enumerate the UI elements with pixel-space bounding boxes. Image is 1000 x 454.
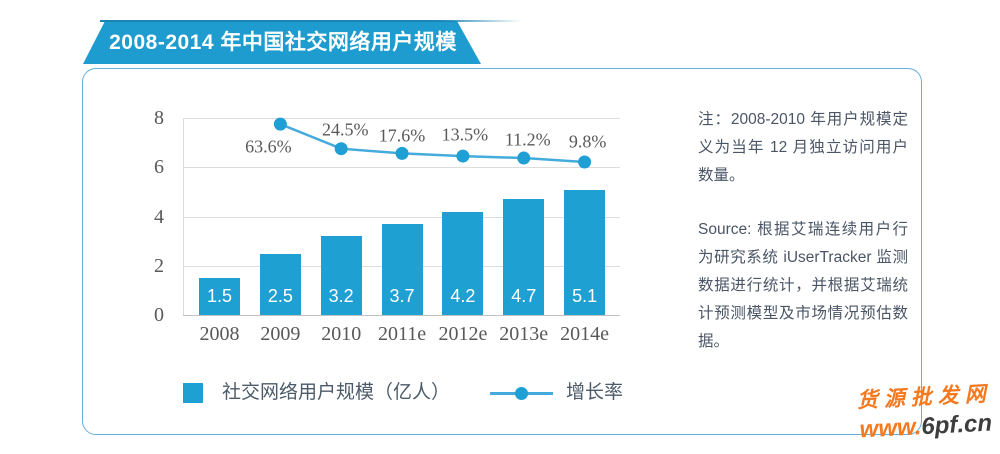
watermark-url: www.6pf.cn [850, 409, 1000, 445]
x-axis-line [183, 315, 620, 316]
legend-bar-label: 社交网络用户规模（亿人） [222, 382, 451, 403]
bar-value-label: 4.2 [450, 286, 476, 306]
bar [381, 223, 423, 315]
growth-line [279, 122, 585, 164]
growth-rate-label: 11.2% [504, 129, 551, 150]
watermark-url-domain: 6pf.cn [920, 409, 993, 441]
y-tick-label: 0 [154, 304, 164, 326]
gridline [183, 118, 620, 120]
bar [503, 199, 545, 315]
x-tick-label: 2013e [499, 323, 549, 345]
bar-value-label: 4.7 [511, 286, 537, 306]
bar [442, 211, 484, 315]
growth-rate-label: 17.6% [378, 125, 426, 146]
bar [564, 189, 606, 315]
x-tick-label: 2010 [321, 323, 362, 345]
bar-value-label: 1.5 [206, 286, 233, 306]
growth-rate-label: 24.5% [321, 119, 369, 140]
note-block: 注：2008-2010 年用户规模定义为当年 12 月独立访问用户数量。 Sou… [698, 106, 908, 356]
growth-line-chart [273, 117, 592, 169]
watermark: 货源批发网 www.6pf.cn [849, 377, 1000, 445]
growth-marker [395, 146, 409, 160]
x-tick-label: 2014e [560, 323, 610, 345]
legend-line-marker-icon [515, 387, 528, 400]
growth-rate-label: 63.6% [245, 136, 292, 157]
growth-marker [273, 117, 287, 131]
gridline [183, 167, 620, 169]
y-tick-label: 8 [154, 107, 164, 130]
x-tick-label: 2012e [438, 323, 488, 345]
note-text: 注：2008-2010 年用户规模定义为当年 12 月独立访问用户数量。 [698, 111, 908, 184]
growth-marker [334, 142, 348, 156]
bar-value-label: 3.2 [328, 286, 354, 306]
y-tick-label: 6 [154, 156, 164, 179]
growth-marker [578, 155, 592, 169]
title-banner: 2008-2014 年中国社交网络用户规模 [83, 21, 481, 64]
growth-rate-label: 9.8% [568, 131, 607, 152]
x-tick-label: 2011e [377, 323, 427, 345]
growth-marker [517, 151, 531, 165]
bar [259, 253, 301, 315]
bar-value-label: 2.5 [267, 286, 293, 306]
bar-value-label: 5.1 [572, 286, 598, 306]
y-axis-line [183, 118, 184, 315]
y-tick-label: 2 [154, 254, 164, 277]
legend-bar-swatch [183, 383, 203, 403]
banner-accent-line [100, 20, 522, 22]
bar-value-label: 3.7 [389, 286, 415, 306]
legend-line-label: 增长率 [566, 382, 624, 403]
growth-rate-label: 13.5% [441, 124, 489, 145]
bar [320, 236, 362, 315]
x-tick-label: 2008 [199, 323, 240, 345]
growth-marker [456, 149, 470, 163]
bar [199, 278, 240, 315]
source-text: Source: 根据艾瑞连续用户行为研究系统 iUserTracker 监测数据… [698, 221, 908, 350]
chart-card [82, 68, 922, 435]
y-tick-label: 4 [154, 205, 164, 228]
watermark-url-prefix: www. [858, 413, 923, 444]
x-tick-label: 2009 [260, 323, 301, 345]
gridline [183, 216, 620, 218]
page-title: 2008-2014 年中国社交网络用户规模 [109, 31, 457, 54]
